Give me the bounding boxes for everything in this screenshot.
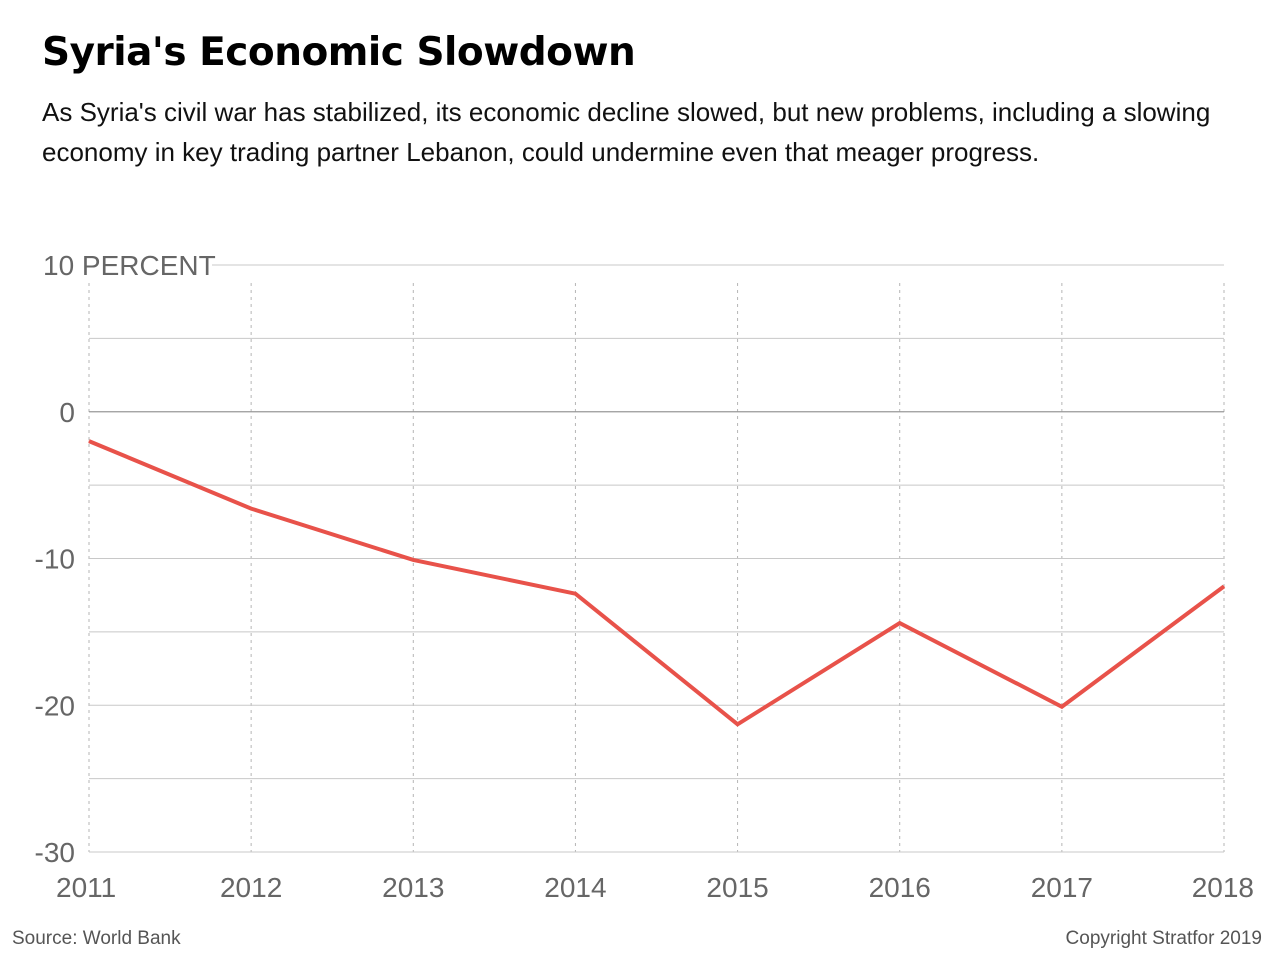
x-tick-label: 2015 — [706, 872, 768, 903]
data-point — [88, 440, 90, 442]
data-point — [574, 593, 576, 595]
copyright-note: Copyright Stratfor 2019 — [1065, 928, 1262, 949]
y-tick-label: -30 — [35, 837, 75, 868]
source-note: Source: World Bank — [12, 928, 181, 949]
x-tick-label: 2016 — [869, 872, 931, 903]
horizontal-gridlines — [89, 264, 1224, 853]
y-tick-labels: 10 PERCENT 0 -10 -20 -30 — [35, 250, 216, 868]
data-point — [899, 622, 901, 624]
data-point — [1061, 706, 1063, 708]
data-point — [412, 559, 414, 561]
data-series — [88, 439, 1226, 727]
data-point — [250, 508, 252, 510]
x-tick-label: 2013 — [382, 872, 444, 903]
chart-title: Syria's Economic Slowdown — [42, 30, 636, 75]
x-tick-label: 2017 — [1031, 872, 1093, 903]
y-tick-label: -10 — [35, 544, 75, 575]
x-tick-label: 2011 — [56, 872, 116, 903]
y-tick-label: -20 — [35, 690, 75, 721]
data-point — [737, 723, 739, 725]
y-tick-label: 10 PERCENT — [43, 250, 216, 281]
x-tick-labels: 2011 2012 2013 2014 2015 2016 2017 2018 — [56, 872, 1254, 903]
x-tick-label: 2014 — [544, 872, 606, 903]
data-point — [1223, 585, 1225, 587]
x-tick-label: 2018 — [1192, 872, 1254, 903]
y-tick-label: 0 — [59, 397, 75, 428]
x-tick-label: 2012 — [220, 872, 282, 903]
vertical-gridlines — [88, 283, 1225, 852]
series-line — [88, 439, 1226, 727]
chart-subtitle: As Syria's civil war has stabilized, its… — [42, 97, 1211, 167]
